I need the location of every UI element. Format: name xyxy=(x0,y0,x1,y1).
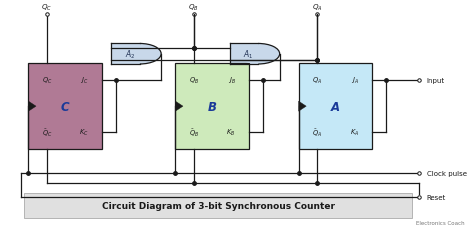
Text: $Q_A$: $Q_A$ xyxy=(311,2,322,12)
Text: $K_{B}$: $K_{B}$ xyxy=(227,128,236,138)
Text: $A_1$: $A_1$ xyxy=(243,48,254,61)
FancyBboxPatch shape xyxy=(175,64,249,150)
Text: $J_{A}$: $J_{A}$ xyxy=(351,76,359,86)
Ellipse shape xyxy=(237,44,280,65)
Text: $K_{C}$: $K_{C}$ xyxy=(79,128,89,138)
Text: $Q_{C}$: $Q_{C}$ xyxy=(42,76,52,86)
FancyBboxPatch shape xyxy=(28,64,102,150)
Text: Reset: Reset xyxy=(427,195,446,200)
Polygon shape xyxy=(28,102,36,112)
Text: A: A xyxy=(331,100,340,113)
FancyBboxPatch shape xyxy=(230,44,258,65)
Text: $\bar{Q}_{B}$: $\bar{Q}_{B}$ xyxy=(189,127,199,138)
Text: C: C xyxy=(61,100,70,113)
Text: Electronics Coach: Electronics Coach xyxy=(416,220,465,225)
Text: $J_{B}$: $J_{B}$ xyxy=(228,76,236,86)
Text: Input: Input xyxy=(427,78,445,84)
Text: B: B xyxy=(208,100,217,113)
Polygon shape xyxy=(299,102,306,112)
Text: $\bar{Q}_{A}$: $\bar{Q}_{A}$ xyxy=(312,127,322,138)
Text: Clock pulse: Clock pulse xyxy=(427,171,466,177)
Text: $Q_{B}$: $Q_{B}$ xyxy=(189,76,199,86)
Text: $A_2$: $A_2$ xyxy=(125,48,135,61)
FancyBboxPatch shape xyxy=(111,44,140,65)
Text: $Q_{A}$: $Q_{A}$ xyxy=(312,76,322,86)
Text: $Q_C$: $Q_C$ xyxy=(41,2,52,12)
Text: $\bar{Q}_{C}$: $\bar{Q}_{C}$ xyxy=(42,127,52,138)
Text: Circuit Diagram of 3-bit Synchronous Counter: Circuit Diagram of 3-bit Synchronous Cou… xyxy=(101,201,335,210)
FancyBboxPatch shape xyxy=(24,193,412,218)
Ellipse shape xyxy=(118,44,161,65)
FancyBboxPatch shape xyxy=(299,64,372,150)
Text: $K_{A}$: $K_{A}$ xyxy=(350,128,359,138)
Text: $J_{C}$: $J_{C}$ xyxy=(81,76,89,86)
Polygon shape xyxy=(175,102,183,112)
Text: $Q_B$: $Q_B$ xyxy=(188,2,199,12)
